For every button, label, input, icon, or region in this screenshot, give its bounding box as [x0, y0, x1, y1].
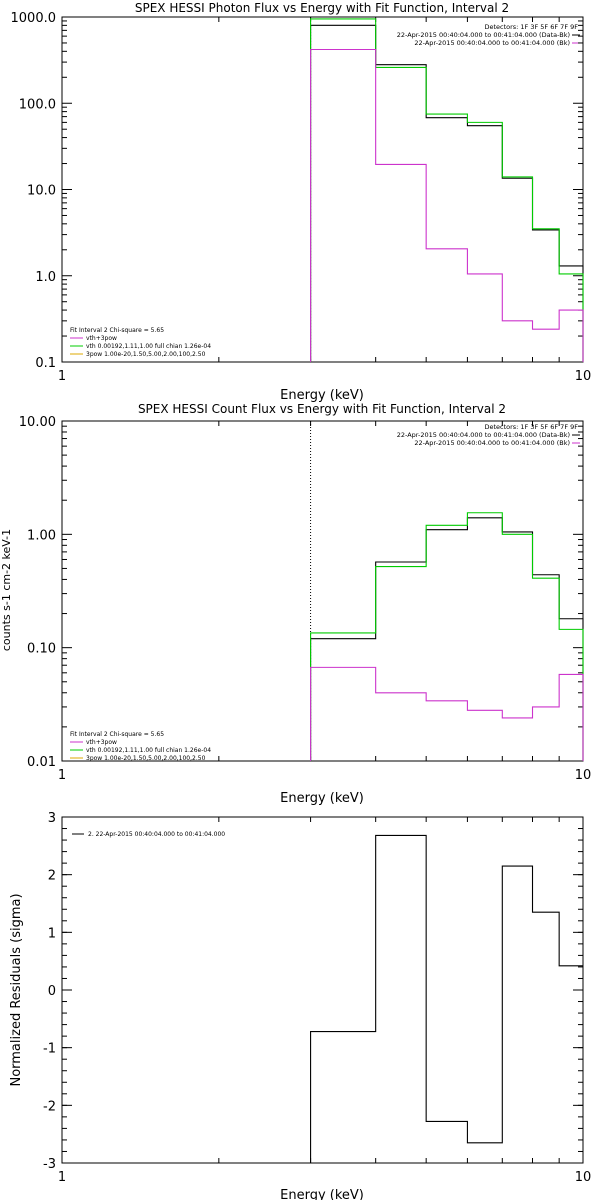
bk-interval-text: 22-Apr-2015 00:40:04.000 to 00:41:04.000… [414, 439, 570, 447]
x-axis-label: Energy (keV) [280, 1188, 364, 1200]
y-tick-label: 0.1 [35, 356, 56, 371]
x-tick-label: 1 [58, 768, 66, 783]
y-tick-label: 10.0 [27, 184, 56, 199]
y-tick-label: 0.01 [27, 755, 56, 770]
series-1-line [310, 834, 583, 1163]
series-2-line [310, 512, 584, 761]
y-tick-label: 1 [48, 926, 56, 941]
detectors-text: Detectors: 1F 3F 5F 6F 7F 9F [484, 423, 578, 431]
fit-3pow-text: 3pow 1.00e-20,1.50,5.00,2.00,100,2.50 [86, 755, 206, 762]
y-axis-label: counts s-1 cm-2 keV-1 [0, 529, 13, 651]
fit-interval-text: Fit Interval 2 Chi-square = 5.65 [70, 731, 164, 738]
residuals-panel: Energy (keV) Normalized Residuals (sigma… [9, 811, 591, 1200]
count-flux-panel: SPEX HESSI Count Flux vs Energy with Fit… [0, 402, 591, 806]
fit-annotation: Fit Interval 2 Chi-square = 5.65 vth+3po… [70, 327, 211, 358]
data-bk-interval-text: 22-Apr-2015 00:40:04.000 to 00:41:04.000… [397, 31, 570, 39]
x-tick-label: 10 [575, 1170, 592, 1185]
fit-function-text: vth+3pow [86, 335, 117, 342]
residuals-legend: 2. 22-Apr-2015 00:40:04.000 to 00:41:04.… [72, 831, 225, 838]
y-tick-label: 10.00 [19, 415, 56, 430]
y-tick-label: 1.00 [27, 528, 56, 543]
y-tick-label: 1.0 [35, 270, 56, 285]
y-tick-label: 0.10 [27, 642, 56, 657]
chart-title: SPEX HESSI Photon Flux vs Energy with Fi… [135, 1, 509, 15]
chart-title: SPEX HESSI Count Flux vs Energy with Fit… [138, 402, 506, 416]
plot-frame [61, 420, 584, 762]
x-tick-label: 1 [58, 369, 66, 384]
y-tick-label: 100.0 [19, 97, 56, 112]
fit-vth-text: vth 0.00192,1.11,1.00 full chian 1.26e-0… [86, 747, 211, 754]
fit-3pow-text: 3pow 1.00e-20,1.50,5.00,2.00,100,2.50 [86, 351, 206, 358]
info-annotation: Detectors: 1F 3F 5F 6F 7F 9F 22-Apr-2015… [397, 23, 580, 47]
series-1-line [310, 517, 584, 761]
x-tick-label: 1 [58, 1170, 66, 1185]
plot-frame [61, 16, 584, 363]
fit-vth-text: vth 0.00192,1.11,1.00 full chian 1.26e-0… [86, 343, 211, 350]
y-tick-label: 2 [48, 869, 56, 884]
series-3-line [310, 48, 584, 362]
fit-interval-text: Fit Interval 2 Chi-square = 5.65 [70, 327, 164, 334]
bk-interval-text: 22-Apr-2015 00:40:04.000 to 00:41:04.000… [414, 39, 570, 47]
y-tick-label: 0 [48, 984, 56, 999]
data-bk-interval-text: 22-Apr-2015 00:40:04.000 to 00:41:04.000… [397, 431, 570, 439]
info-annotation: Detectors: 1F 3F 5F 6F 7F 9F 22-Apr-2015… [397, 423, 580, 447]
photon-flux-panel: SPEX HESSI Photon Flux vs Energy with Fi… [11, 1, 592, 403]
y-tick-label: -3 [43, 1157, 56, 1172]
fit-function-text: vth+3pow [86, 739, 117, 746]
residuals-legend-text: 2. 22-Apr-2015 00:40:04.000 to 00:41:04.… [88, 831, 225, 838]
detectors-text: Detectors: 1F 3F 5F 6F 7F 9F [484, 23, 578, 31]
y-tick-label: 1000.0 [11, 11, 57, 26]
series-3-line [310, 666, 584, 761]
x-tick-label: 10 [575, 768, 592, 783]
series-2-line [310, 18, 584, 362]
x-axis-label: Energy (keV) [280, 388, 364, 403]
y-axis-label: Normalized Residuals (sigma) [9, 893, 24, 1086]
x-axis-label: Energy (keV) [280, 791, 364, 806]
plot-frame [61, 816, 584, 1164]
y-tick-label: -1 [43, 1042, 56, 1057]
fit-annotation: Fit Interval 2 Chi-square = 5.65 vth+3po… [70, 731, 211, 762]
y-tick-label: 3 [48, 811, 56, 826]
x-tick-label: 10 [575, 369, 592, 384]
y-tick-label: -2 [43, 1099, 56, 1114]
series-1-line [310, 24, 584, 362]
